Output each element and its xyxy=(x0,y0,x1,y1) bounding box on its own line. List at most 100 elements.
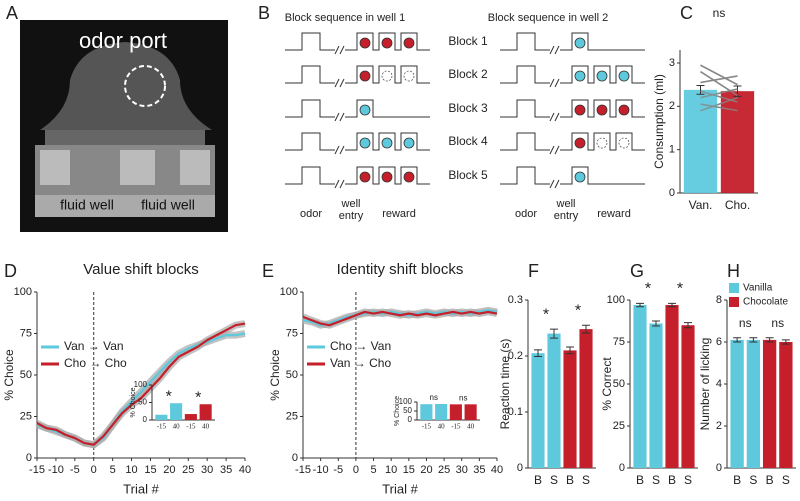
y-tick-label: 75 xyxy=(613,336,625,348)
x-tick-label: 0 xyxy=(353,464,359,476)
break-mark xyxy=(549,112,560,122)
error-bar xyxy=(652,320,660,327)
y-axis-label: % Choice xyxy=(268,349,282,401)
x-tick-label: 40 xyxy=(438,423,446,431)
sequence-line xyxy=(285,132,430,151)
panel-letter: D xyxy=(4,261,17,281)
legend-swatch xyxy=(729,297,739,307)
photo-label: odor port xyxy=(79,28,167,53)
reward-drop xyxy=(618,104,630,116)
y-tick-label: 0.3 xyxy=(508,294,523,306)
x-tick-label: 40 xyxy=(491,464,503,476)
x-tick-label: S xyxy=(782,473,790,487)
block-label: Block 4 xyxy=(448,134,488,148)
y-axis-label: Consumption (ml) xyxy=(652,74,666,169)
y-tick-label: 2 xyxy=(669,100,675,112)
y-tick-label: 50 xyxy=(613,378,625,390)
x-tick-label: 30 xyxy=(456,464,468,476)
y-tick-label: 3 xyxy=(669,57,675,69)
y-tick-label: 75 xyxy=(286,327,298,339)
y-axis-label: Number of licking xyxy=(698,338,712,431)
legend-swatch xyxy=(729,283,739,293)
legend-label: Cho → Cho xyxy=(64,356,127,370)
event-label: entry xyxy=(554,210,579,222)
bar xyxy=(730,339,744,468)
x-tick-label: 5 xyxy=(370,464,376,476)
x-tick-label: B xyxy=(534,473,542,487)
significance-label: ns xyxy=(459,393,467,402)
y-axis-label: % Choice xyxy=(394,396,401,426)
y-tick-label: 0 xyxy=(517,462,523,474)
bar xyxy=(720,91,755,193)
block-label: Block 1 xyxy=(448,34,488,48)
x-tick-label: 15 xyxy=(403,464,415,476)
x-tick-label: Cho. xyxy=(725,198,750,212)
x-tick-label: -15 xyxy=(295,464,311,476)
diagram-heading: Block sequence in well 1 xyxy=(285,12,405,24)
bar xyxy=(762,339,777,468)
bar xyxy=(464,404,477,420)
x-tick-label: 40 xyxy=(173,423,181,431)
significance-label: * xyxy=(645,281,651,298)
bar xyxy=(449,404,462,420)
reward-drop xyxy=(381,37,393,49)
y-tick-label: 25 xyxy=(286,410,298,422)
y-tick-label: 25 xyxy=(613,420,625,432)
y-tick-label: 0 xyxy=(669,187,675,199)
y-tick-label: 0 xyxy=(143,415,148,424)
error-bar xyxy=(781,339,790,345)
x-tick-label: -15 xyxy=(422,423,432,431)
x-tick-label: -5 xyxy=(333,464,343,476)
x-tick-label: 25 xyxy=(182,464,194,476)
event-label: odor xyxy=(515,208,537,220)
reward-drop xyxy=(403,37,415,49)
y-tick-label: 0 xyxy=(292,452,298,464)
bar xyxy=(633,305,647,468)
y-tick-label: 100 xyxy=(280,286,298,298)
well xyxy=(40,150,70,185)
error-bar xyxy=(684,322,692,329)
break-mark xyxy=(334,112,345,122)
chart-title: Value shift blocks xyxy=(83,261,199,278)
block-label: Block 3 xyxy=(448,101,488,115)
diagram-heading: Block sequence in well 2 xyxy=(488,12,608,24)
block-label: Block 2 xyxy=(448,67,488,81)
reward-drop xyxy=(403,137,415,149)
panel-letter: C xyxy=(680,3,693,23)
x-tick-label: 10 xyxy=(125,464,137,476)
bar xyxy=(155,414,168,420)
error-bar xyxy=(534,349,542,358)
photo-label: fluid well xyxy=(141,197,195,213)
error-bar xyxy=(550,328,558,339)
x-tick-label: 0 xyxy=(91,464,97,476)
bar xyxy=(435,403,448,420)
x-tick-label: B xyxy=(733,473,741,487)
legend-label: Chocolate xyxy=(743,297,788,308)
reward-drop xyxy=(574,70,586,82)
reward-drop xyxy=(359,104,371,116)
event-label: reward xyxy=(597,208,631,220)
bar xyxy=(779,342,793,468)
sequence-line xyxy=(500,99,645,118)
break-mark xyxy=(334,78,345,88)
significance-label: ns xyxy=(771,316,784,330)
error-bar xyxy=(765,337,774,343)
y-tick-label: 0.2 xyxy=(508,350,523,362)
reward-drop xyxy=(359,137,371,149)
legend-label: Vanilla xyxy=(743,283,773,294)
reward-drop xyxy=(381,171,393,183)
well xyxy=(180,150,210,185)
reward-drop xyxy=(359,70,371,82)
x-tick-label: -15 xyxy=(186,423,196,431)
x-tick-label: 30 xyxy=(201,464,213,476)
legend-label: Van → Van xyxy=(64,339,124,353)
photo: odor port fluid well fluid well xyxy=(20,20,228,232)
reward-drop xyxy=(381,70,393,82)
y-tick-label: 0.1 xyxy=(508,406,523,418)
legend-label: Van → Cho xyxy=(330,356,391,370)
y-tick-label: 2 xyxy=(716,420,722,432)
bar xyxy=(683,89,718,193)
x-tick-label: 40 xyxy=(202,423,210,431)
x-tick-label: B xyxy=(668,473,676,487)
